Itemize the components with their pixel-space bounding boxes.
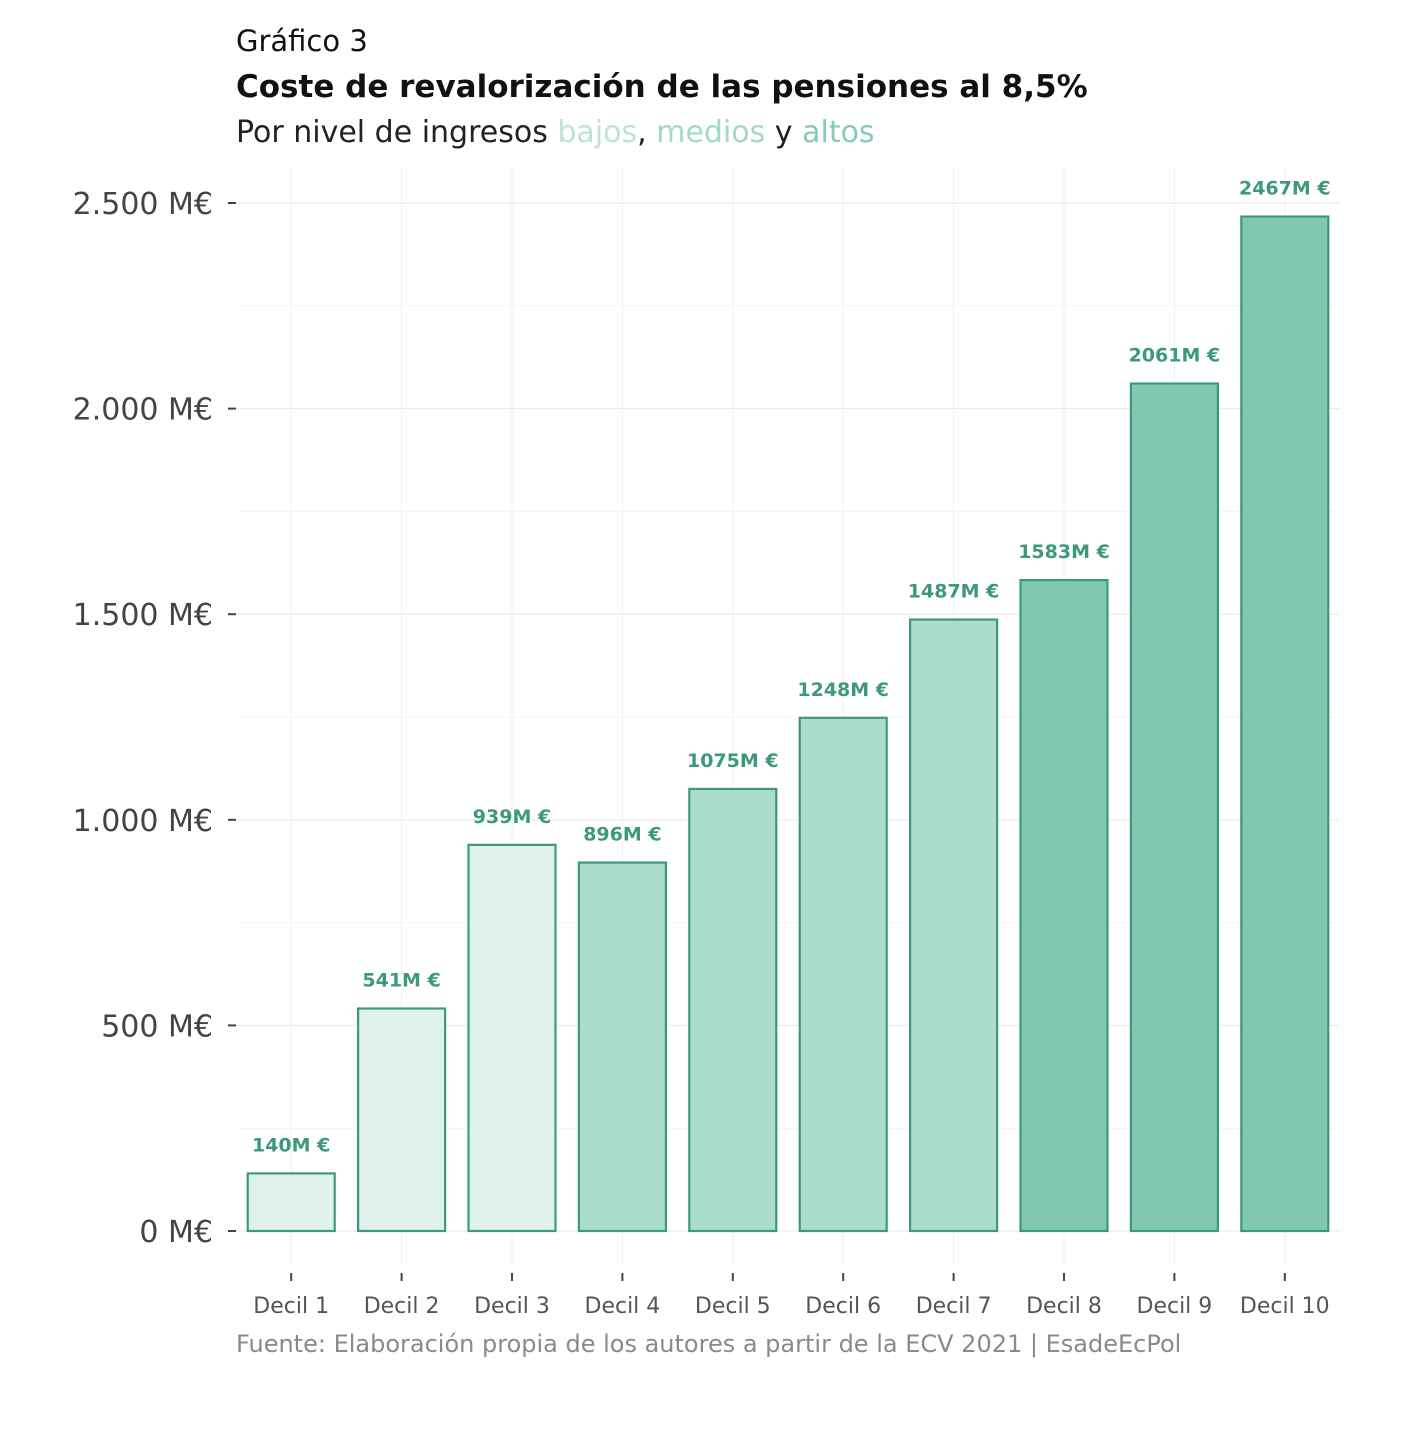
- x-tick-label: Decil 3: [474, 1294, 550, 1319]
- bar: [357, 1007, 447, 1233]
- data-label: 896M €: [583, 824, 661, 846]
- chart-subtitle: Por nivel de ingresos bajos, medios y al…: [236, 115, 875, 150]
- chart-title: Coste de revalorización de las pensiones…: [236, 69, 1088, 105]
- bar: [1240, 215, 1330, 1233]
- bar: [577, 861, 668, 1233]
- x-tick-label: Decil 4: [585, 1294, 661, 1319]
- y-axis: 0 M€ 500 M€ 1.000 M€ 1.500 M€ 2.000 M€ 2.500 …: [73, 187, 236, 1250]
- x-tick-label: Decil 7: [916, 1294, 992, 1319]
- subtitle-low: bajos: [557, 115, 638, 150]
- y-tick-label: 2.500 M€: [73, 187, 213, 222]
- bar: [798, 716, 888, 1233]
- x-tick-label: Decil 8: [1026, 1294, 1102, 1319]
- data-label: 1487M €: [908, 581, 1000, 603]
- subtitle-prefix: Por nivel de ingresos: [236, 115, 558, 150]
- y-tick-label: 1.500 M€: [73, 598, 213, 633]
- bars: 140M € 541M € 939M € 896M € 1075M € 1248M € 14…: [246, 178, 1331, 1233]
- bar: [1129, 382, 1220, 1233]
- y-tick-label: 1.000 M€: [73, 804, 213, 839]
- bar: [1019, 578, 1109, 1233]
- x-axis: Decil 1 Decil 2 Decil 3 Decil 4 Decil 5 Decil…: [253, 1273, 1330, 1319]
- data-label: 1075M €: [687, 750, 779, 772]
- chart-kicker: Gráfico 3: [236, 24, 368, 58]
- data-label: 541M €: [362, 970, 440, 992]
- subtitle-high: altos: [802, 115, 875, 150]
- x-tick-label: Decil 10: [1240, 1294, 1330, 1319]
- data-label: 2467M €: [1239, 178, 1331, 200]
- bar: [246, 1172, 336, 1233]
- y-tick-label: 500 M€: [101, 1009, 213, 1044]
- data-label: 1248M €: [797, 679, 889, 701]
- chart-source: Fuente: Elaboración propia de los autore…: [236, 1330, 1182, 1358]
- x-tick-label: Decil 5: [695, 1294, 771, 1319]
- subtitle-separator-1: ,: [637, 115, 657, 150]
- x-tick-label: Decil 6: [805, 1294, 881, 1319]
- data-label: 140M €: [252, 1134, 330, 1156]
- data-label: 2061M €: [1129, 345, 1221, 367]
- subtitle-mid: medios: [656, 115, 766, 150]
- y-tick-label: 2.000 M€: [73, 393, 213, 428]
- subtitle-separator-2: y: [765, 115, 803, 150]
- x-tick-label: Decil 1: [253, 1294, 329, 1319]
- bar: [908, 618, 999, 1233]
- data-label: 939M €: [473, 806, 551, 828]
- bar: [467, 843, 557, 1233]
- bar: [688, 787, 778, 1233]
- data-label: 1583M €: [1018, 541, 1110, 563]
- y-tick-label: 0 M€: [139, 1215, 213, 1250]
- x-tick-label: Decil 9: [1137, 1294, 1213, 1319]
- x-tick-label: Decil 2: [364, 1294, 440, 1319]
